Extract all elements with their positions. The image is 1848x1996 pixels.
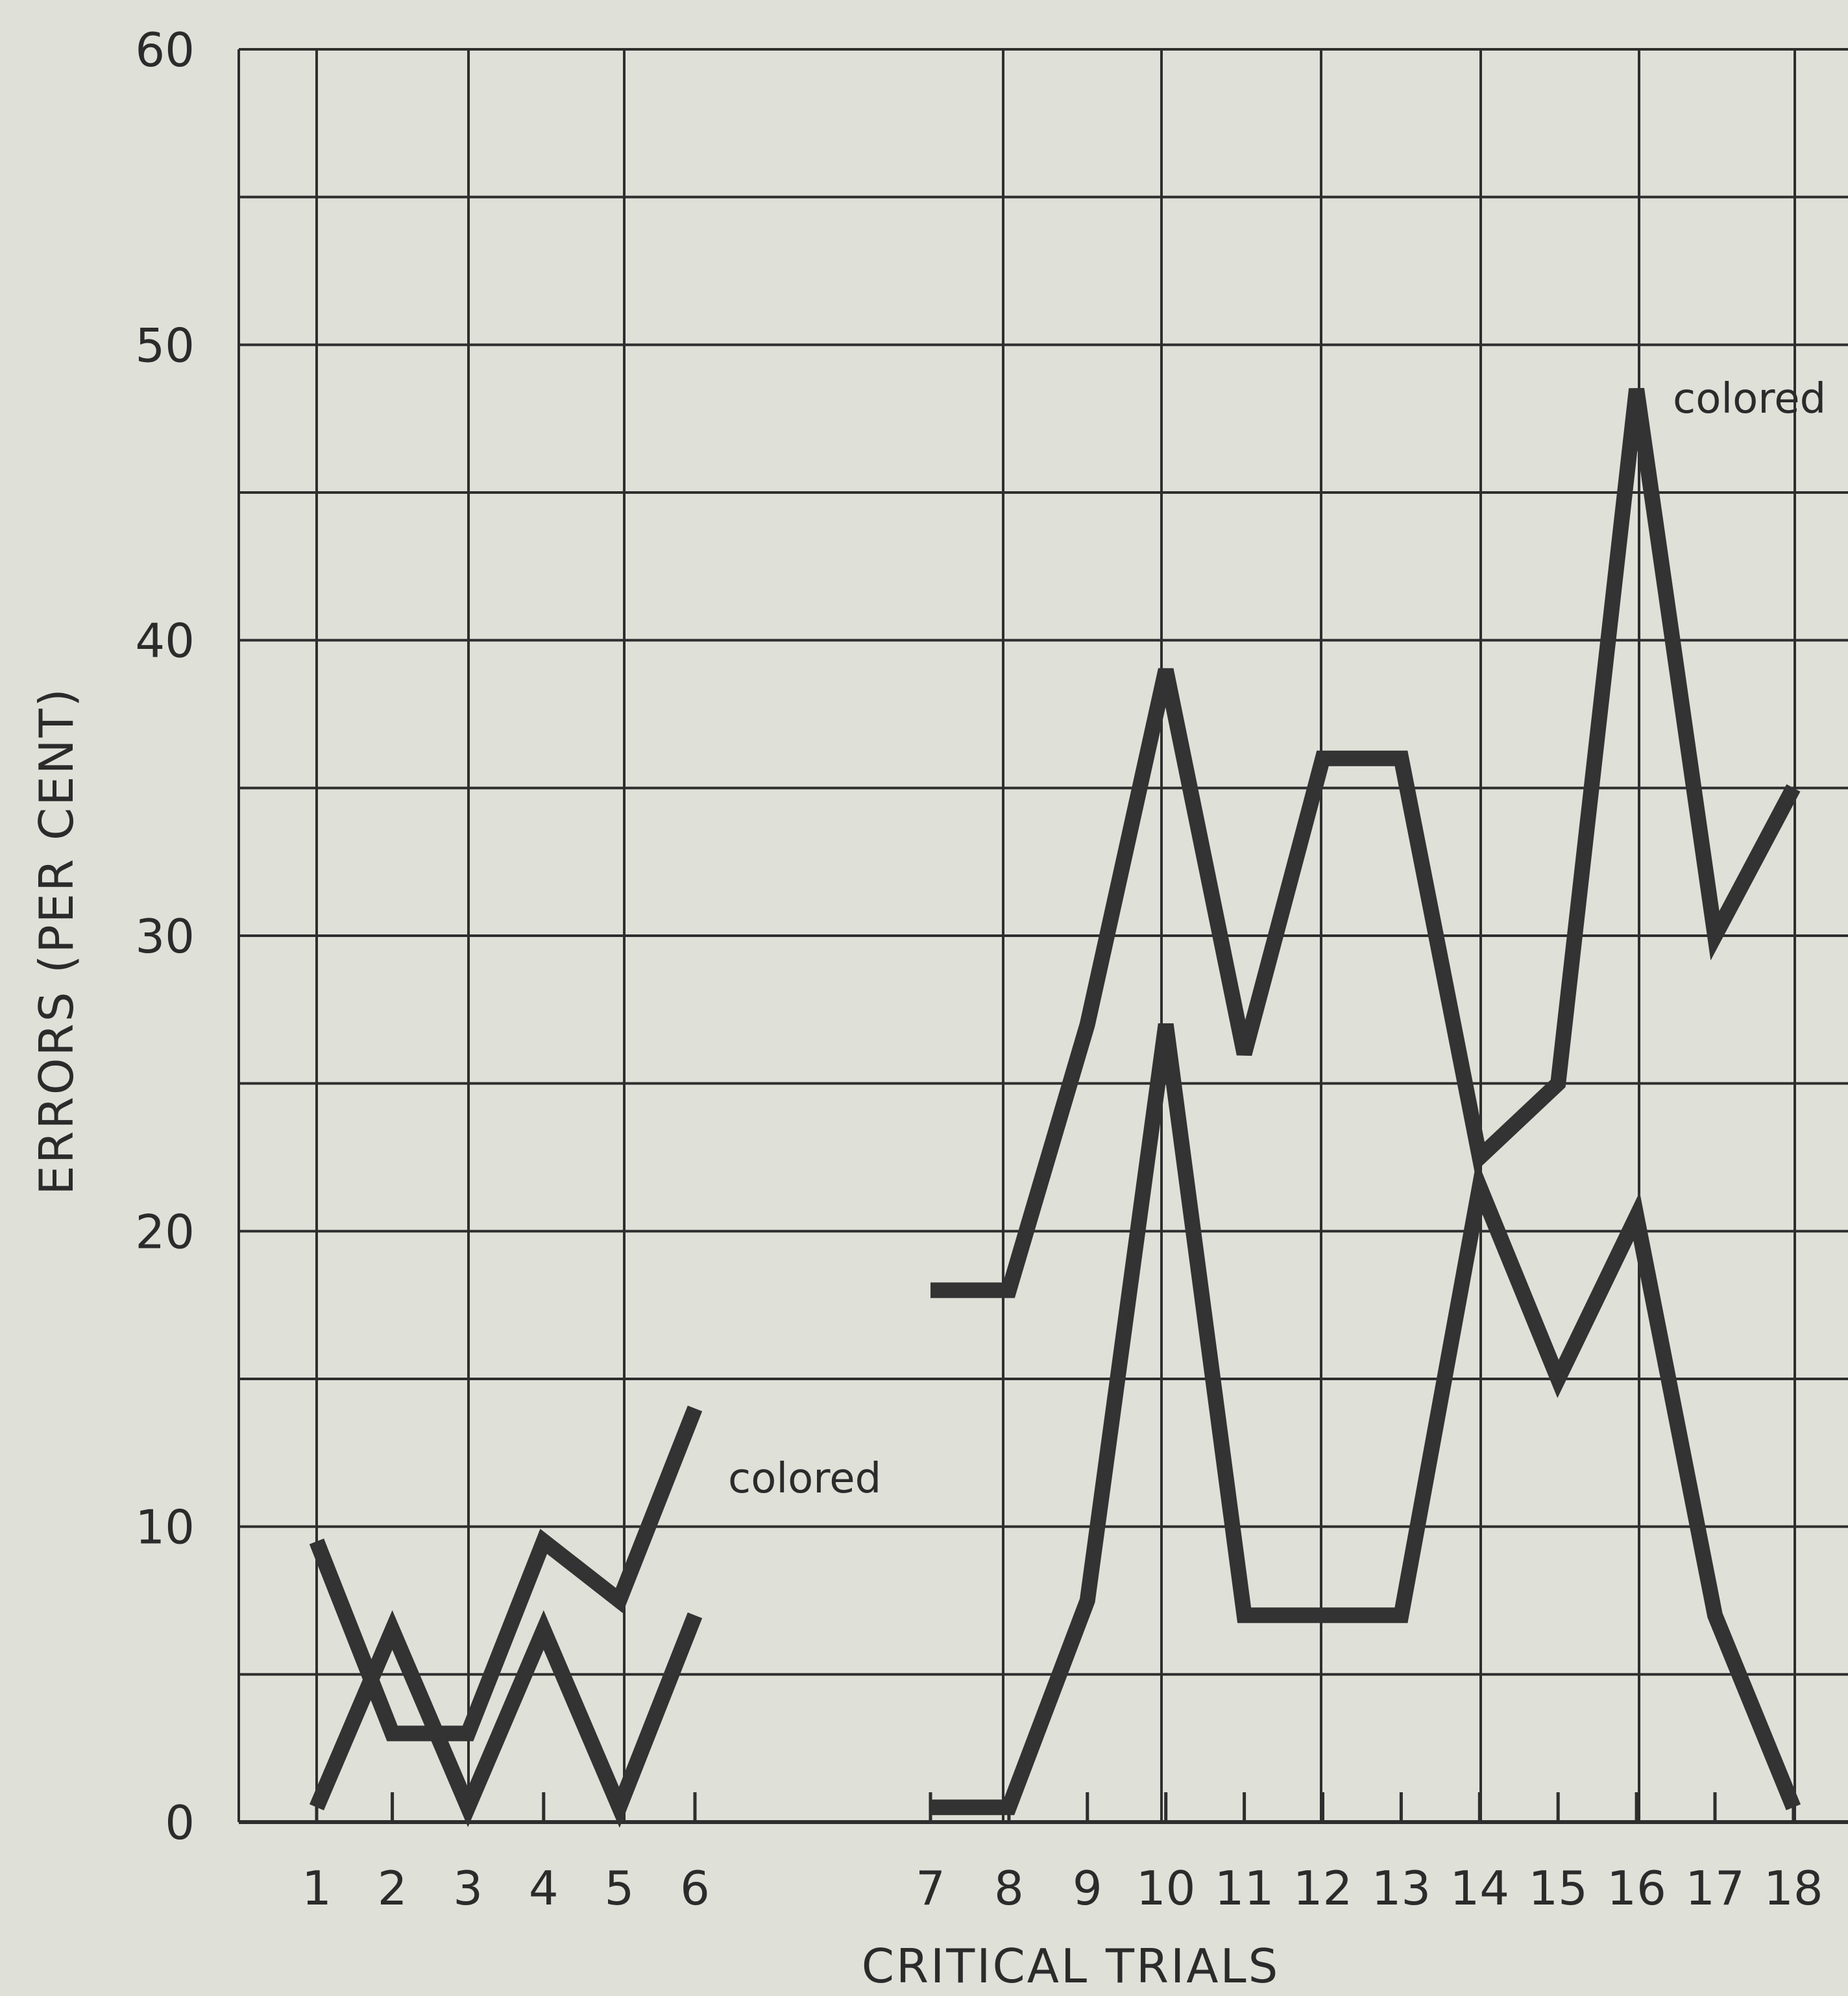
y-tick-labels: 0 10 20 30 40 50 60 [135, 23, 195, 1850]
x-tick-label: 9 [1073, 1861, 1102, 1916]
x-tick-label: 13 [1372, 1861, 1431, 1916]
x-tick-label: 17 [1685, 1861, 1745, 1916]
x-tick-label: 12 [1293, 1861, 1353, 1916]
series-1-line-segment-1 [309, 1406, 703, 1742]
x-tick-label: 14 [1450, 1861, 1509, 1916]
x-tick-labels: 1 2 3 4 5 6 7 8 9 10 11 12 13 14 15 16 17 18 [302, 1861, 1823, 1916]
chart-grid [237, 48, 1848, 1824]
x-tick-label: 6 [680, 1861, 710, 1916]
y-tick-label: 40 [135, 614, 195, 668]
x-tick-label: 16 [1607, 1861, 1666, 1916]
annotation-colored-right: colored [1673, 375, 1826, 423]
x-tick-label: 5 [604, 1861, 634, 1916]
y-tick-label: 50 [135, 318, 195, 372]
x-tick-label: 10 [1136, 1861, 1196, 1916]
y-tick-label: 10 [135, 1500, 195, 1555]
x-tick-label: 8 [994, 1861, 1024, 1916]
series-1-line-segment-2 [930, 387, 1801, 1298]
x-axis-label: CRITICAL TRIALS [862, 1939, 1280, 1993]
x-tick-label: 7 [916, 1861, 945, 1916]
x-tick-label: 2 [378, 1861, 407, 1916]
y-tick-label: 30 [135, 909, 195, 964]
x-tick-label: 1 [302, 1861, 332, 1916]
x-tick-label: 4 [529, 1861, 559, 1916]
chart-series [309, 387, 1801, 1828]
x-tick-label: 11 [1215, 1861, 1274, 1916]
annotation-colored-left: colored [728, 1455, 881, 1503]
x-tick-label: 15 [1528, 1861, 1588, 1916]
x-tick-label: 3 [453, 1861, 483, 1916]
series-2-line-segment-1 [309, 1610, 703, 1828]
x-tick-label: 18 [1764, 1861, 1823, 1916]
y-tick-label: 60 [135, 23, 195, 77]
y-axis-label: ERRORS (PER CENT) [29, 687, 84, 1195]
y-tick-label: 20 [135, 1204, 195, 1259]
y-tick-label: 0 [165, 1795, 195, 1850]
series-2-line-segment-2 [930, 1023, 1801, 1816]
